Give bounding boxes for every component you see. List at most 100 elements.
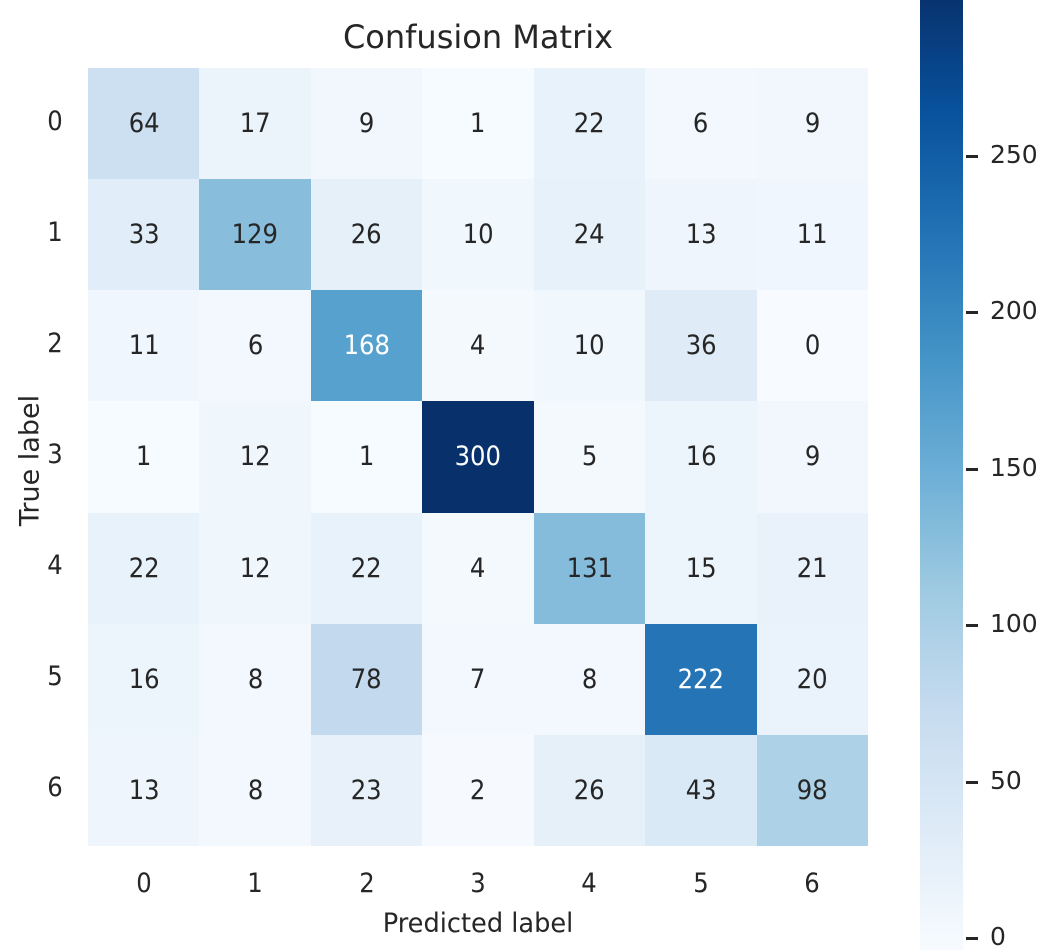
heatmap-cell: 13 [645, 179, 757, 291]
heatmap-cell: 9 [310, 68, 423, 180]
cell-value: 20 [796, 663, 828, 695]
heatmap-cell: 300 [422, 401, 534, 513]
cell-value: 10 [462, 219, 494, 251]
cell-value: 22 [128, 552, 160, 584]
cell-value: 8 [247, 774, 263, 806]
x-axis-title: Predicted label [382, 908, 574, 939]
cell-value: 222 [677, 663, 725, 695]
cell-value: 131 [566, 552, 613, 584]
x-tick-label: 5 [693, 868, 709, 899]
cell-value: 5 [581, 441, 598, 473]
heatmap-cell: 33 [88, 179, 200, 291]
cell-value: 15 [685, 552, 717, 584]
cell-value: 12 [239, 552, 271, 584]
heatmap-cell: 131 [533, 512, 646, 624]
heatmap-cell: 4 [422, 290, 534, 402]
cell-value: 98 [796, 774, 828, 806]
colorbar-tick [966, 937, 978, 940]
colorbar-tick-label: 0 [990, 922, 1006, 951]
cell-value: 11 [128, 330, 160, 362]
heatmap-cell: 129 [199, 179, 311, 291]
colorbar [920, 0, 963, 950]
cell-value: 22 [351, 552, 383, 584]
cell-value: 300 [454, 441, 502, 473]
cell-value: 43 [685, 774, 717, 806]
heatmap-cell: 0 [756, 290, 868, 402]
heatmap-cell: 9 [756, 68, 868, 180]
y-tick-label: 4 [47, 550, 63, 582]
heatmap-cell: 78 [310, 623, 423, 735]
x-tick-label: 6 [804, 868, 821, 899]
y-tick-label: 3 [47, 439, 63, 470]
heatmap-cell: 20 [756, 623, 868, 735]
cell-value: 8 [581, 663, 598, 695]
y-axis-title: True label [14, 394, 46, 527]
y-tick-label: 1 [47, 216, 63, 248]
heatmap-cell: 6 [199, 290, 311, 402]
colorbar-tick-label: 100 [990, 609, 1038, 638]
cell-value: 36 [685, 330, 717, 362]
heatmap-cell: 22 [533, 68, 646, 180]
heatmap-cell: 11 [756, 179, 868, 291]
heatmap-cell: 21 [756, 512, 868, 624]
heatmap-cell: 11 [88, 290, 200, 402]
colorbar-tick [966, 467, 978, 471]
colorbar-tick-label: 50 [990, 765, 1022, 795]
cell-value: 168 [343, 330, 390, 362]
cell-value: 1 [358, 441, 375, 473]
heatmap-cell: 5 [533, 401, 646, 513]
colorbar-tick [966, 624, 978, 627]
heatmap-cell: 64 [88, 68, 200, 180]
chart-title: Confusion Matrix [342, 18, 614, 56]
cell-value: 64 [128, 108, 160, 140]
heatmap-cell: 1 [88, 401, 200, 513]
y-tick-label: 6 [47, 772, 63, 804]
heatmap-cell: 98 [756, 734, 868, 846]
cell-value: 17 [239, 108, 271, 140]
cell-value: 4 [470, 330, 486, 362]
heatmap-cell: 168 [310, 290, 423, 402]
x-tick-label: 2 [358, 868, 375, 899]
heatmap-cell: 8 [199, 623, 311, 735]
cell-value: 16 [128, 663, 160, 695]
cell-value: 33 [128, 219, 160, 251]
heatmap-cell: 23 [310, 734, 423, 846]
cell-value: 24 [573, 219, 605, 251]
cell-value: 8 [247, 663, 263, 695]
y-tick-label: 5 [47, 661, 63, 693]
heatmap-cell: 24 [533, 179, 646, 291]
heatmap-cell: 16 [645, 401, 757, 513]
cell-value: 129 [231, 219, 279, 251]
heatmap-cell: 1 [310, 401, 423, 513]
heatmap-cell: 7 [422, 623, 534, 735]
heatmap-cell: 26 [310, 179, 423, 291]
heatmap-cell: 22 [310, 512, 423, 624]
y-tick-label: 2 [47, 327, 63, 359]
heatmap-cell: 4 [422, 512, 534, 624]
heatmap-cell: 9 [756, 401, 868, 513]
cell-value: 9 [804, 441, 821, 473]
heatmap-cell: 13 [88, 734, 200, 846]
colorbar-tick [966, 154, 978, 158]
cell-value: 0 [804, 330, 821, 362]
cell-value: 6 [693, 108, 709, 140]
heatmap-cell: 1 [422, 68, 534, 180]
cell-value: 16 [685, 441, 717, 473]
cell-value: 11 [796, 219, 828, 251]
cell-value: 12 [239, 441, 271, 473]
heatmap-cell: 26 [533, 734, 646, 846]
heatmap-cell: 17 [199, 68, 311, 180]
heatmap-cell: 8 [199, 734, 311, 846]
cell-value: 13 [128, 774, 160, 806]
cell-value: 9 [358, 108, 375, 140]
colorbar-tick [966, 311, 978, 314]
colorbar-tick [966, 780, 978, 784]
heatmap-cell: 10 [533, 290, 646, 402]
cell-value: 1 [135, 441, 152, 473]
cell-value: 78 [351, 663, 383, 695]
cell-value: 26 [351, 219, 383, 251]
cell-value: 21 [796, 552, 828, 584]
cell-value: 9 [804, 108, 821, 140]
x-tick-label: 4 [581, 868, 598, 899]
x-tick-label: 0 [135, 868, 152, 899]
